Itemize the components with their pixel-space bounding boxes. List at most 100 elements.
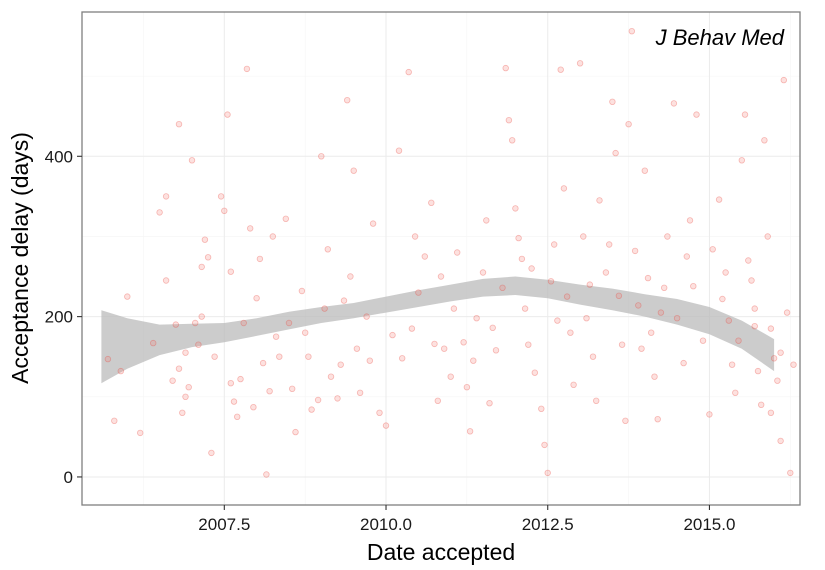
data-point: [243, 65, 251, 73]
data-point: [289, 385, 296, 392]
data-point: [302, 329, 309, 336]
data-point: [557, 66, 564, 73]
data-point: [208, 449, 215, 457]
data-point: [615, 292, 623, 299]
data-point: [518, 255, 526, 263]
data-point: [149, 339, 157, 347]
data-point: [233, 413, 241, 420]
data-point: [395, 147, 403, 154]
data-point: [551, 241, 558, 248]
data-point: [699, 337, 707, 344]
data-point: [715, 196, 723, 203]
data-point: [635, 302, 642, 309]
data-point: [618, 341, 626, 348]
data-point: [751, 323, 758, 330]
data-point: [292, 428, 299, 436]
data-point: [237, 375, 244, 383]
data-point: [117, 367, 124, 375]
data-point: [780, 76, 787, 84]
data-point: [198, 263, 205, 271]
data-point: [463, 384, 471, 391]
data-point: [570, 381, 577, 388]
data-point: [589, 353, 597, 360]
data-point: [263, 471, 270, 478]
data-point: [783, 309, 791, 316]
data-point: [224, 111, 231, 118]
data-point: [586, 281, 593, 288]
data-point: [454, 249, 461, 256]
data-point: [437, 273, 445, 280]
data-point: [182, 393, 189, 400]
data-point: [434, 397, 441, 404]
data-point: [447, 373, 454, 380]
data-point: [541, 441, 548, 449]
data-point: [350, 167, 357, 174]
data-point: [567, 329, 574, 336]
data-point: [767, 325, 775, 332]
data-point: [745, 257, 752, 264]
data-point: [732, 389, 739, 396]
data-point: [411, 233, 419, 240]
data-point: [538, 405, 545, 412]
data-point: [175, 365, 183, 372]
data-point: [175, 120, 183, 128]
data-point: [479, 269, 487, 276]
data-point: [735, 337, 742, 344]
data-point: [198, 313, 205, 320]
data-point: [188, 157, 196, 164]
data-point: [353, 345, 361, 352]
data-point: [489, 324, 496, 331]
data-point: [104, 355, 112, 363]
data-point: [728, 361, 736, 368]
data-point: [547, 278, 555, 285]
data-point: [428, 199, 435, 206]
data-point: [593, 397, 600, 404]
data-point: [609, 98, 616, 105]
data-point: [767, 409, 775, 416]
data-point: [308, 406, 315, 413]
data-point: [525, 341, 532, 348]
data-point: [722, 269, 729, 276]
data-point: [369, 220, 377, 227]
data-point: [515, 234, 522, 242]
data-point: [512, 205, 519, 212]
data-point: [201, 236, 209, 243]
data-point: [612, 149, 619, 157]
smooth-ribbon: [101, 276, 775, 384]
data-point: [266, 388, 273, 395]
data-point: [521, 305, 529, 312]
data-point: [421, 253, 428, 260]
data-point: [240, 319, 247, 327]
x-tick-label: 2007.5: [198, 515, 250, 534]
data-point: [657, 309, 665, 316]
data-point: [356, 389, 364, 396]
data-point: [505, 116, 513, 124]
data-point: [790, 361, 797, 368]
data-point: [431, 340, 438, 348]
data-point: [544, 469, 551, 477]
data-point: [366, 357, 373, 364]
data-point: [156, 209, 163, 216]
data-point: [217, 193, 225, 200]
data-point: [738, 157, 745, 164]
data-point: [787, 469, 794, 477]
data-point: [648, 329, 655, 336]
data-point: [441, 345, 448, 352]
panel-border: [81, 11, 801, 506]
data-point: [583, 315, 590, 322]
x-axis: 2007.5 2010.0 2012.5 2015.0: [198, 505, 735, 534]
data-point: [764, 233, 771, 240]
data-point: [450, 305, 458, 312]
data-point: [654, 416, 661, 423]
data-point: [473, 315, 480, 322]
data-point: [483, 217, 490, 224]
x-tick-label: 2010.0: [360, 515, 412, 534]
data-point: [282, 215, 289, 222]
data-point: [340, 297, 348, 304]
data-point: [327, 373, 335, 380]
data-point: [606, 241, 613, 248]
data-point: [770, 355, 778, 362]
data-point: [683, 253, 690, 260]
data-point: [628, 28, 635, 35]
data-point: [415, 289, 422, 296]
